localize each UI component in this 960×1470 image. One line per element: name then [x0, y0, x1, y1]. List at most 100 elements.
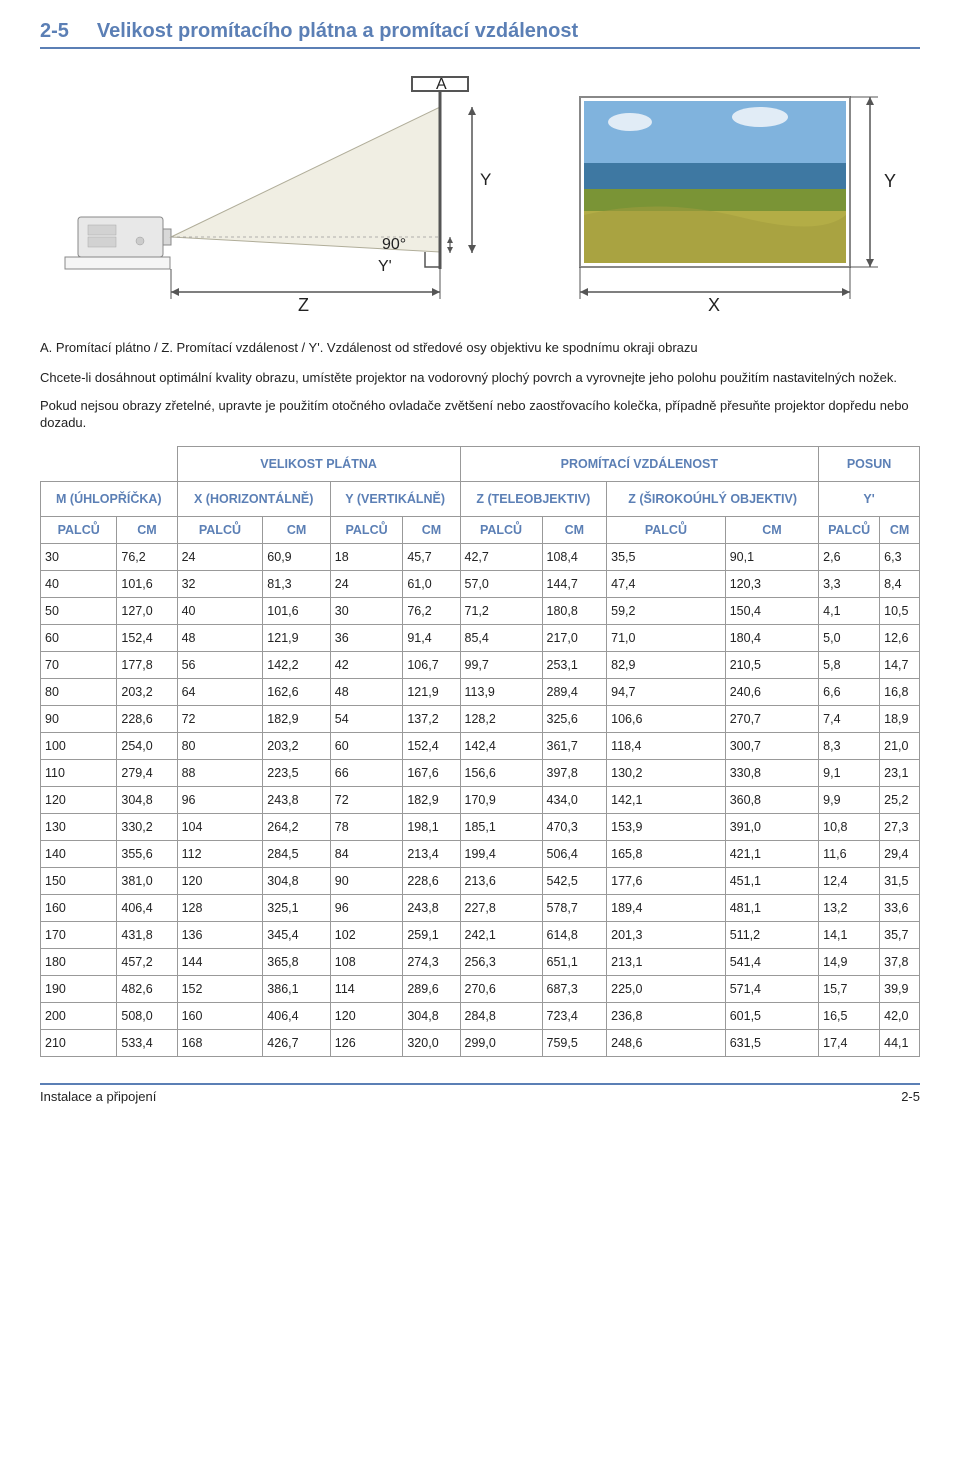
table-cell: 10,5	[880, 597, 920, 624]
table-cell: 217,0	[542, 624, 607, 651]
table-cell: 142,1	[607, 786, 726, 813]
table-cell: 2,6	[819, 543, 880, 570]
table-cell: 227,8	[460, 894, 542, 921]
table-cell: 153,9	[607, 813, 726, 840]
table-cell: 361,7	[542, 732, 607, 759]
table-cell: 386,1	[263, 975, 331, 1002]
table-cell: 82,9	[607, 651, 726, 678]
table-cell: 482,6	[117, 975, 177, 1002]
table-cell: 17,4	[819, 1029, 880, 1056]
table-cell: 248,6	[607, 1029, 726, 1056]
table-cell: 289,6	[403, 975, 460, 1002]
table-cell: 165,8	[607, 840, 726, 867]
th-y: Y (VERTIKÁLNĚ)	[330, 481, 460, 516]
table-row: 90228,672182,954137,2128,2325,6106,6270,…	[41, 705, 920, 732]
table-cell: 60,9	[263, 543, 331, 570]
table-cell: 50	[41, 597, 117, 624]
table-cell: 213,1	[607, 948, 726, 975]
table-cell: 59,2	[607, 597, 726, 624]
table-cell: 8,3	[819, 732, 880, 759]
th-group-offset: POSUN	[819, 446, 920, 481]
table-cell: 10,8	[819, 813, 880, 840]
table-cell: 264,2	[263, 813, 331, 840]
table-cell: 72	[330, 786, 403, 813]
u-cm: CM	[117, 516, 177, 543]
table-cell: 48	[330, 678, 403, 705]
table-cell: 759,5	[542, 1029, 607, 1056]
th-blank	[41, 446, 178, 481]
svg-text:X: X	[708, 295, 720, 315]
table-cell: 533,4	[117, 1029, 177, 1056]
table-cell: 508,0	[117, 1002, 177, 1029]
table-cell: 300,7	[725, 732, 818, 759]
table-cell: 90,1	[725, 543, 818, 570]
table-cell: 150	[41, 867, 117, 894]
table-cell: 150,4	[725, 597, 818, 624]
u-cm: CM	[263, 516, 331, 543]
table-row: 130330,2104264,278198,1185,1470,3153,939…	[41, 813, 920, 840]
table-cell: 94,7	[607, 678, 726, 705]
table-cell: 345,4	[263, 921, 331, 948]
table-cell: 23,1	[880, 759, 920, 786]
th-group-screen: VELIKOST PLÁTNA	[177, 446, 460, 481]
table-row: 170431,8136345,4102259,1242,1614,8201,35…	[41, 921, 920, 948]
table-row: 3076,22460,91845,742,7108,435,590,12,66,…	[41, 543, 920, 570]
table-cell: 614,8	[542, 921, 607, 948]
table-cell: 85,4	[460, 624, 542, 651]
table-cell: 381,0	[117, 867, 177, 894]
table-cell: 96	[330, 894, 403, 921]
table-cell: 14,7	[880, 651, 920, 678]
table-cell: 242,1	[460, 921, 542, 948]
paragraph-1: Chcete-li dosáhnout optimální kvality ob…	[40, 369, 920, 387]
table-cell: 391,0	[725, 813, 818, 840]
table-cell: 203,2	[263, 732, 331, 759]
table-cell: 118,4	[607, 732, 726, 759]
table-cell: 88	[177, 759, 263, 786]
table-cell: 14,1	[819, 921, 880, 948]
table-cell: 29,4	[880, 840, 920, 867]
table-cell: 45,7	[403, 543, 460, 570]
table-cell: 5,0	[819, 624, 880, 651]
table-cell: 33,6	[880, 894, 920, 921]
table-cell: 27,3	[880, 813, 920, 840]
table-cell: 127,0	[117, 597, 177, 624]
table-cell: 142,2	[263, 651, 331, 678]
table-cell: 113,9	[460, 678, 542, 705]
table-row: 100254,080203,260152,4142,4361,7118,4300…	[41, 732, 920, 759]
table-cell: 136	[177, 921, 263, 948]
table-cell: 101,6	[263, 597, 331, 624]
table-cell: 152,4	[117, 624, 177, 651]
table-cell: 152,4	[403, 732, 460, 759]
table-row: 80203,264162,648121,9113,9289,494,7240,6…	[41, 678, 920, 705]
table-cell: 304,8	[117, 786, 177, 813]
table-cell: 126	[330, 1029, 403, 1056]
table-cell: 80	[177, 732, 263, 759]
table-cell: 110	[41, 759, 117, 786]
table-cell: 571,4	[725, 975, 818, 1002]
section-title: Velikost promítacího plátna a promítací …	[97, 20, 578, 43]
table-cell: 228,6	[117, 705, 177, 732]
table-cell: 42,7	[460, 543, 542, 570]
table-cell: 421,1	[725, 840, 818, 867]
table-cell: 160	[177, 1002, 263, 1029]
table-cell: 325,6	[542, 705, 607, 732]
table-cell: 511,2	[725, 921, 818, 948]
table-cell: 168	[177, 1029, 263, 1056]
table-cell: 100	[41, 732, 117, 759]
table-cell: 236,8	[607, 1002, 726, 1029]
table-cell: 406,4	[117, 894, 177, 921]
table-cell: 330,2	[117, 813, 177, 840]
u-cm: CM	[880, 516, 920, 543]
table-cell: 42	[330, 651, 403, 678]
table-cell: 40	[41, 570, 117, 597]
table-cell: 120,3	[725, 570, 818, 597]
table-cell: 71,0	[607, 624, 726, 651]
table-cell: 66	[330, 759, 403, 786]
table-cell: 91,4	[403, 624, 460, 651]
table-body: 3076,22460,91845,742,7108,435,590,12,66,…	[41, 543, 920, 1056]
table-cell: 190	[41, 975, 117, 1002]
u-cm: CM	[403, 516, 460, 543]
table-cell: 90	[41, 705, 117, 732]
table-cell: 4,1	[819, 597, 880, 624]
table-cell: 128	[177, 894, 263, 921]
